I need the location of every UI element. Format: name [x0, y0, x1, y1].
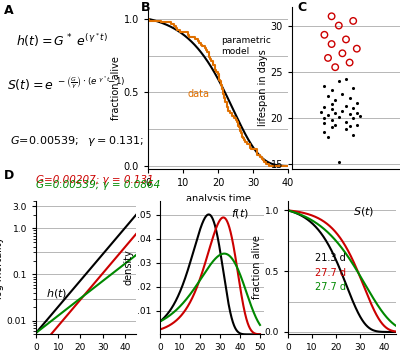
Point [318, 109, 324, 114]
Y-axis label: lifespan in days: lifespan in days [258, 50, 268, 126]
Point [328, 13, 335, 19]
Point [325, 55, 331, 61]
Point [339, 91, 346, 97]
Point [321, 32, 328, 38]
Point [321, 120, 328, 126]
Point [339, 50, 346, 56]
Point [343, 37, 349, 42]
Point [336, 160, 342, 165]
Point [328, 106, 335, 112]
Point [332, 97, 338, 102]
Point [343, 103, 349, 109]
Point [354, 110, 360, 115]
Point [357, 113, 364, 119]
Text: $f(t)$: $f(t)$ [231, 207, 249, 220]
Text: C: C [297, 1, 306, 14]
Point [350, 132, 356, 138]
Point [321, 83, 328, 88]
Point [328, 41, 335, 47]
Text: $h(t)$: $h(t)$ [46, 288, 67, 301]
Text: D: D [4, 169, 14, 182]
Text: G=0.00539; γ = 0.0864: G=0.00539; γ = 0.0864 [36, 180, 160, 190]
Text: A: A [4, 4, 14, 17]
Point [332, 122, 338, 128]
Point [354, 46, 360, 51]
Point [336, 23, 342, 29]
Point [321, 104, 328, 110]
Point [328, 88, 335, 93]
Point [321, 129, 328, 135]
Text: 27.7 d: 27.7 d [315, 282, 346, 292]
Text: data: data [187, 89, 209, 100]
Text: G=0.00207; γ = 0.131: G=0.00207; γ = 0.131 [36, 175, 154, 185]
Point [346, 124, 353, 129]
Point [325, 93, 331, 99]
Point [354, 122, 360, 127]
Point [325, 113, 331, 118]
Text: parametric
model: parametric model [221, 36, 271, 56]
Point [350, 105, 356, 111]
Text: $S(t) = e^{\ -\left(\frac{G}{\gamma}\right)\cdot(e^{\ \gamma^*t}\!\!-\!1)}$: $S(t) = e^{\ -\left(\frac{G}{\gamma}\rig… [7, 74, 126, 93]
Text: $h(t) = G^*\ e^{(\gamma^*t)}$: $h(t) = G^*\ e^{(\gamma^*t)}$ [16, 32, 107, 49]
Point [321, 115, 328, 121]
Point [325, 134, 331, 139]
Y-axis label: fraction alive: fraction alive [111, 56, 121, 120]
Point [350, 18, 356, 24]
Text: B: B [141, 1, 150, 14]
Point [350, 115, 356, 121]
Point [346, 60, 353, 65]
Point [328, 125, 335, 130]
Point [328, 101, 335, 107]
Y-axis label: log mortality: log mortality [0, 237, 4, 298]
Point [346, 95, 353, 101]
Point [332, 64, 338, 70]
Text: 27.7 d: 27.7 d [315, 268, 346, 277]
Point [332, 111, 338, 116]
Point [343, 126, 349, 132]
Y-axis label: density: density [124, 250, 134, 285]
Point [350, 86, 356, 91]
Point [346, 112, 353, 117]
Point [328, 117, 335, 123]
Text: 21.3 d: 21.3 d [315, 253, 346, 263]
Text: $S(t)$: $S(t)$ [353, 205, 374, 218]
Y-axis label: fraction alive: fraction alive [252, 235, 262, 300]
X-axis label: analysis time: analysis time [186, 194, 250, 203]
Point [343, 119, 349, 125]
Point [339, 108, 346, 113]
Point [354, 100, 360, 106]
Point [336, 114, 342, 120]
Point [343, 76, 349, 82]
Point [336, 78, 342, 84]
Text: $G\!=\!0.00539;\ \ \gamma = 0.131;$: $G\!=\!0.00539;\ \ \gamma = 0.131;$ [10, 134, 144, 148]
